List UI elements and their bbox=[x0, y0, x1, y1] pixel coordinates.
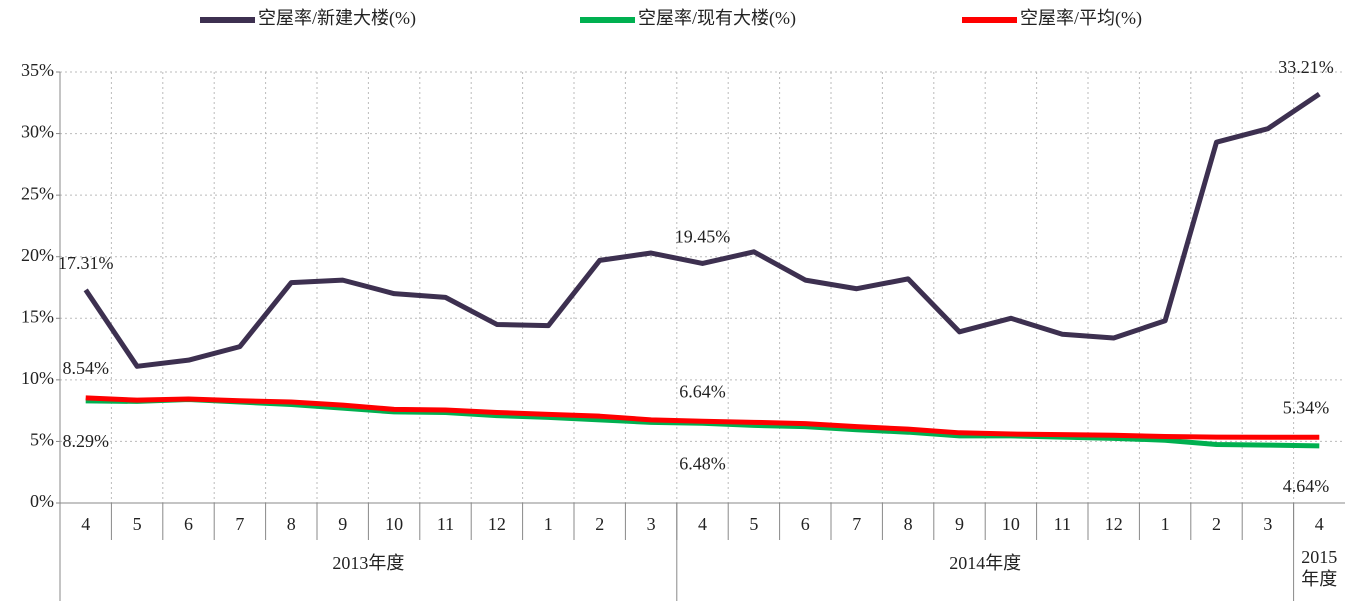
x-tick-label: 4 bbox=[81, 514, 90, 534]
data-label: 6.48% bbox=[679, 453, 726, 473]
y-tick-label: 30% bbox=[21, 122, 54, 142]
x-tick-label: 11 bbox=[437, 514, 454, 534]
legend-label: 空屋率/新建大楼(%) bbox=[258, 8, 416, 29]
x-tick-label: 6 bbox=[184, 514, 193, 534]
legend-label: 空屋率/平均(%) bbox=[1020, 8, 1142, 29]
data-label: 8.29% bbox=[62, 431, 109, 451]
y-tick-label: 15% bbox=[21, 306, 54, 326]
x-tick-label: 1 bbox=[1161, 514, 1170, 534]
y-tick-label: 10% bbox=[21, 368, 54, 388]
y-tick-label: 5% bbox=[30, 430, 54, 450]
x-tick-label: 12 bbox=[1105, 514, 1123, 534]
legend-label: 空屋率/现有大楼(%) bbox=[638, 8, 796, 29]
x-tick-label: 3 bbox=[647, 514, 656, 534]
x-tick-label: 9 bbox=[955, 514, 964, 534]
series-line bbox=[83, 91, 1321, 369]
x-tick-label: 5 bbox=[133, 514, 142, 534]
group-label: 2015年度 bbox=[1301, 547, 1338, 589]
data-label: 8.54% bbox=[62, 358, 109, 378]
x-tick-label: 12 bbox=[488, 514, 506, 534]
x-tick-label: 4 bbox=[1315, 514, 1324, 534]
data-label: 17.31% bbox=[58, 253, 114, 273]
y-tick-label: 0% bbox=[30, 491, 54, 511]
x-tick-label: 2 bbox=[595, 514, 604, 534]
x-tick-label: 7 bbox=[235, 514, 244, 534]
x-tick-label: 10 bbox=[385, 514, 403, 534]
x-tick-label: 5 bbox=[749, 514, 758, 534]
y-tick-label: 20% bbox=[21, 245, 54, 265]
x-tick-label: 2 bbox=[1212, 514, 1221, 534]
x-tick-label: 8 bbox=[287, 514, 296, 534]
x-tick-label: 7 bbox=[852, 514, 861, 534]
data-label: 33.21% bbox=[1278, 57, 1334, 77]
data-label: 6.64% bbox=[679, 381, 726, 401]
data-label: 4.64% bbox=[1283, 476, 1330, 496]
group-label: 2013年度 bbox=[332, 553, 405, 573]
data-label: 19.45% bbox=[675, 227, 731, 247]
series-line bbox=[85, 395, 1320, 440]
x-tick-label: 8 bbox=[904, 514, 913, 534]
x-tick-label: 9 bbox=[338, 514, 347, 534]
x-tick-label: 3 bbox=[1263, 514, 1272, 534]
data-label: 5.34% bbox=[1283, 397, 1330, 417]
x-tick-label: 1 bbox=[544, 514, 553, 534]
x-tick-label: 6 bbox=[801, 514, 810, 534]
x-tick-label: 4 bbox=[698, 514, 707, 534]
x-tick-label: 11 bbox=[1054, 514, 1071, 534]
y-tick-label: 35% bbox=[21, 60, 54, 80]
x-tick-label: 10 bbox=[1002, 514, 1020, 534]
group-label: 2014年度 bbox=[949, 553, 1022, 573]
y-tick-label: 25% bbox=[21, 183, 54, 203]
